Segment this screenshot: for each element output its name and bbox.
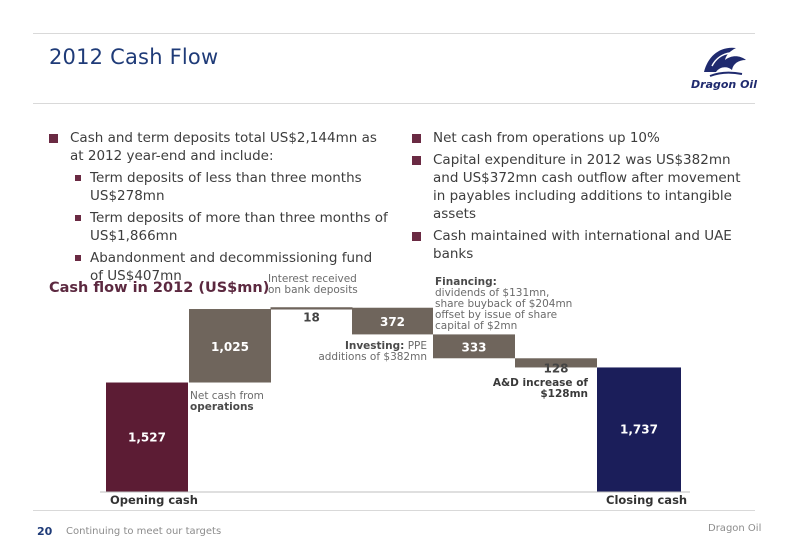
data-label-financing: 372 [380, 315, 405, 329]
footer-divider [33, 510, 755, 511]
category-label-opening: Opening cash [110, 493, 198, 507]
bar-investing [433, 334, 515, 359]
data-label-a-d-increase: 128 [543, 361, 568, 375]
annotation-interest-line2: on bank deposits [268, 284, 358, 296]
list-item: Capital expenditure in 2012 was US$382mn… [412, 151, 757, 223]
data-label-investing: 333 [461, 340, 486, 354]
list-item: Term deposits of more than three months … [49, 209, 389, 245]
annotation-financing: Financing: dividends of $131mn, share bu… [435, 277, 575, 332]
list-item: Net cash from operations up 10% [412, 129, 757, 147]
right-bullet-list: Net cash from operations up 10% Capital … [412, 129, 757, 267]
data-label-interest-received-on-bank-deposits: 18 [303, 311, 320, 325]
page-number: 20 [37, 525, 53, 538]
list-item: Cash and term deposits total US$2,144mn … [49, 129, 389, 165]
title-divider [33, 103, 755, 104]
top-divider [33, 33, 755, 34]
data-label-net-cash-from-operations: 1,025 [211, 340, 249, 354]
annotation-interest-line1: Interest received [268, 273, 357, 285]
bar-a-d-increase [515, 358, 597, 368]
bar-opening-cash [106, 382, 188, 492]
dragon-logo-icon [704, 47, 746, 77]
annotation-financing-body: dividends of $131mn, share buyback of $2… [435, 287, 573, 332]
annotation-operations-line1: Net cash from [190, 390, 264, 402]
page-title: 2012 Cash Flow [49, 45, 219, 69]
annotation-financing-head: Financing: [435, 276, 497, 288]
bar-net-cash-from-operations [189, 309, 271, 383]
list-item: Abandonment and decommissioning fund of … [49, 249, 389, 285]
list-item: Term deposits of less than three months … [49, 169, 389, 205]
list-item: Cash maintained with international and U… [412, 227, 757, 263]
category-label-closing: Closing cash [606, 493, 688, 507]
annotation-investing-head: Investing: [344, 340, 405, 352]
chart-heading: Cash flow in 2012 (US$mn) [49, 280, 270, 296]
annotation-interest: Interest received on bank deposits [268, 274, 358, 296]
footer-tagline: Continuing to meet our targets [66, 526, 222, 537]
data-label-closing-cash: 1,737 [620, 423, 658, 437]
annotation-ad: A&D increase of $128mn [480, 378, 588, 400]
annotation-ad-line1: A&D increase of [492, 377, 588, 389]
annotation-ad-line2: $128mn [540, 388, 588, 400]
annotation-investing-body2: additions of $382mn [318, 351, 427, 363]
annotation-operations-line2: operations [190, 401, 254, 413]
bar-interest-received-on-bank-deposits [270, 307, 353, 310]
footer-brand: Dragon Oil [708, 523, 762, 534]
annotation-investing: Investing: PPE additions of $382mn [315, 341, 427, 363]
annotation-investing-body1: PPE [407, 340, 427, 352]
left-bullet-list: Cash and term deposits total US$2,144mn … [49, 129, 389, 289]
data-label-opening-cash: 1,527 [128, 430, 166, 444]
bar-financing [352, 307, 433, 335]
bar-closing-cash [597, 367, 681, 492]
logo-text: Dragon Oil [691, 78, 757, 91]
annotation-operations: Net cash from operations [190, 391, 264, 413]
